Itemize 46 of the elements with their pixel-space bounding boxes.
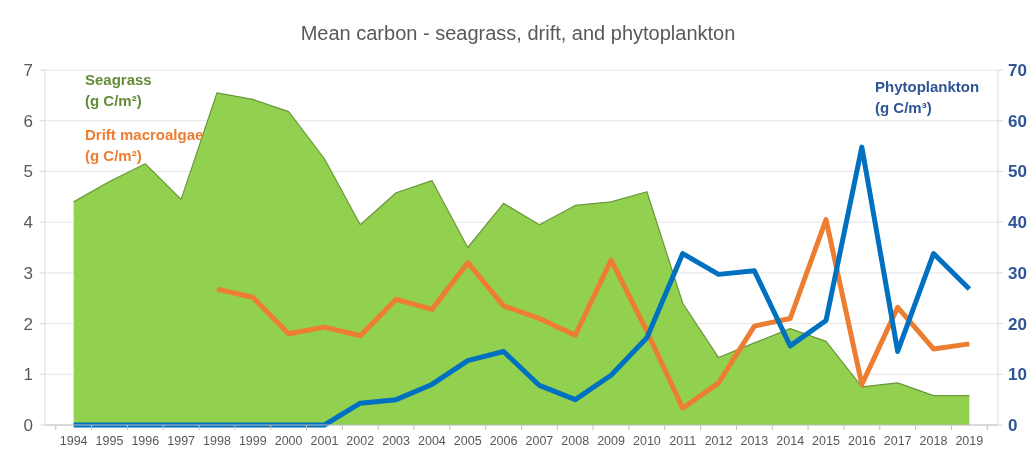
y2-tick-label: 60	[1008, 111, 1027, 131]
x-tick-label: 1995	[95, 434, 124, 448]
x-tick-label: 2006	[489, 434, 518, 448]
x-tick-label: 2000	[274, 434, 303, 448]
y-tick-label: 7	[23, 61, 33, 80]
y-tick-label: 0	[23, 416, 33, 435]
y-tick-label: 6	[23, 111, 33, 131]
x-tick-label: 2002	[346, 434, 375, 448]
x-tick-label: 2015	[812, 434, 840, 448]
text: Phytoplankton (g C/m³)	[875, 78, 980, 116]
x-tick-label: 2013	[740, 434, 769, 448]
x-tick-label: 2003	[382, 434, 411, 448]
y2-tick-label: 40	[1008, 213, 1027, 233]
x-tick-label: 2007	[525, 434, 554, 448]
x-tick-label: 2004	[418, 434, 446, 448]
y2-tick-label: 20	[1008, 314, 1027, 334]
x-tick-label: 1994	[59, 434, 88, 448]
x-tick-label: 2011	[669, 434, 697, 448]
y-tick-label: 4	[23, 213, 33, 233]
x-tick-label: 2016	[847, 434, 876, 448]
x-tick-label: 2012	[704, 434, 733, 448]
y-tick-label: 3	[23, 263, 33, 283]
x-tick-label: 2009	[597, 434, 626, 448]
y2-tick-label: 50	[1008, 162, 1027, 182]
text: Seagrass (g C/m²)	[85, 71, 152, 109]
y-tick-label: 2	[23, 314, 33, 334]
x-tick-label: 2019	[955, 434, 984, 448]
y2-tick-label: 70	[1008, 61, 1027, 80]
y-tick-label: 1	[23, 365, 33, 385]
x-tick-label: 2010	[632, 434, 661, 448]
chart-title: Mean carbon - seagrass, drift, and phytoplankton	[300, 22, 736, 44]
x-tick-label: 1997	[167, 434, 196, 448]
x-tick-label: 2008	[561, 434, 590, 448]
x-tick-label: 2014	[776, 434, 805, 448]
text: Drift macroalgae (g C/m²)	[85, 126, 204, 164]
y2-tick-label: 0	[1008, 416, 1018, 435]
x-tick-label: 2018	[919, 434, 948, 448]
x-tick-label: 1996	[131, 434, 160, 448]
x-tick-label: 1999	[238, 434, 267, 448]
x-tick-label: 2005	[453, 434, 482, 448]
y2-tick-label: 30	[1008, 263, 1027, 283]
y-tick-label: 5	[23, 162, 33, 182]
x-tick-label: 2001	[310, 434, 339, 448]
x-tick-label: 1998	[203, 434, 231, 448]
y2-tick-label: 10	[1008, 365, 1027, 385]
x-tick-label: 2017	[883, 434, 912, 448]
